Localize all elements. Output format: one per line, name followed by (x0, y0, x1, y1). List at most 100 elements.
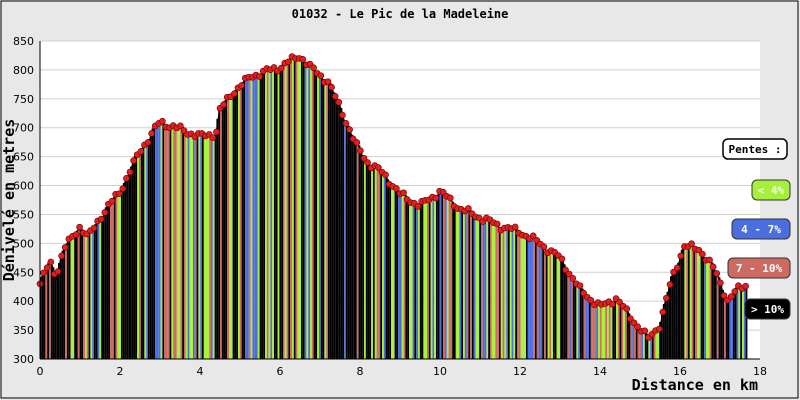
slope-bar (553, 250, 555, 359)
slope-bar (178, 125, 181, 359)
slope-bar (560, 255, 562, 359)
profile-marker (177, 122, 184, 130)
slope-bar (122, 182, 125, 359)
slope-bar (387, 179, 390, 359)
slope-bar (374, 165, 377, 359)
slope-bar (198, 132, 201, 359)
slope-bar (243, 78, 246, 359)
slope-bar (266, 68, 269, 360)
profile-marker (713, 270, 721, 277)
x-tick-label: 10 (433, 365, 447, 378)
slope-bar (499, 227, 501, 359)
slope-bar (713, 266, 715, 359)
profile-marker (256, 73, 263, 80)
slope-bar (628, 313, 631, 359)
slope-bar (234, 90, 237, 359)
slope-bar (436, 195, 438, 359)
slope-bars (40, 56, 748, 360)
slope-bar (608, 301, 611, 359)
x-axis-label: Distance en km (632, 376, 758, 394)
x-tick-label: 16 (673, 365, 687, 378)
slope-bar (625, 306, 627, 359)
slope-bar (567, 273, 570, 359)
profile-marker (331, 93, 339, 100)
profile-marker (119, 185, 127, 192)
slope-bar (169, 125, 172, 359)
slope-bar (115, 192, 118, 359)
legend-swatch (727, 257, 791, 279)
profile-marker (238, 82, 245, 89)
slope-bar (205, 134, 208, 359)
slope-bar (252, 75, 255, 359)
slope-bar (477, 216, 480, 359)
y-tick-label: 850 (13, 35, 34, 48)
y-tick-label: 750 (13, 93, 34, 106)
slope-bar (90, 229, 93, 359)
slope-bar (643, 330, 645, 359)
slope-bar (493, 222, 496, 359)
profile-marker (706, 256, 713, 264)
slope-bar (97, 219, 100, 359)
x-tick-label: 18 (753, 365, 767, 378)
x-tick-label: 6 (277, 365, 284, 378)
slope-bar (79, 227, 82, 359)
slope-bar (407, 199, 409, 359)
slope-bar (308, 64, 310, 359)
profile-marker (231, 90, 238, 97)
slope-bar (738, 285, 741, 359)
y-tick-label: 700 (13, 122, 34, 135)
slope-bar (293, 56, 296, 360)
slope-bar (126, 175, 129, 359)
slope-bar (265, 68, 267, 359)
slope-bar (173, 125, 175, 359)
slope-bar (463, 210, 465, 359)
slope-bar (657, 328, 660, 359)
profile-marker (720, 292, 728, 299)
slope-bar (653, 330, 656, 359)
slope-bar (385, 174, 388, 359)
slope-bar (337, 98, 339, 359)
slope-bar (286, 61, 289, 360)
slope-bar (563, 264, 566, 359)
slope-bar (612, 302, 615, 359)
slope-bar (376, 165, 379, 359)
y-tick-label: 450 (13, 266, 34, 279)
slope-bar (418, 205, 420, 359)
slope-bar (400, 192, 402, 359)
slope-bar (572, 278, 575, 359)
profile-marker (439, 188, 447, 196)
profile-marker (324, 78, 332, 85)
slope-bar (383, 172, 386, 359)
slope-bar (317, 73, 319, 360)
slope-bar (77, 227, 80, 359)
profile-marker (609, 300, 616, 308)
slope-bar (740, 286, 742, 359)
slope-bar (533, 235, 535, 359)
slope-bar (340, 108, 343, 359)
slope-bar (691, 243, 694, 359)
profile-marker (277, 64, 285, 72)
slope-bar (83, 232, 85, 359)
slope-bar (333, 92, 336, 359)
slope-bar (457, 208, 460, 359)
slope-bar (688, 244, 690, 359)
slope-bar (324, 82, 327, 359)
slope-bar (259, 74, 262, 359)
slope-bar (202, 133, 204, 359)
slope-bar (706, 259, 708, 359)
slope-bar (167, 127, 170, 359)
slope-bar (225, 97, 228, 359)
slope-bar (72, 236, 75, 359)
slope-bar (133, 156, 136, 359)
profile-marker (493, 220, 501, 228)
slope-bar (661, 312, 663, 359)
slope-bar (599, 303, 602, 359)
slope-bar (392, 186, 395, 359)
slope-bar (396, 188, 399, 359)
slope-bar (248, 77, 251, 359)
slope-bar (425, 200, 427, 359)
profile-marker (299, 56, 307, 63)
y-tick-label: 500 (13, 237, 34, 250)
slope-bar (229, 96, 231, 360)
